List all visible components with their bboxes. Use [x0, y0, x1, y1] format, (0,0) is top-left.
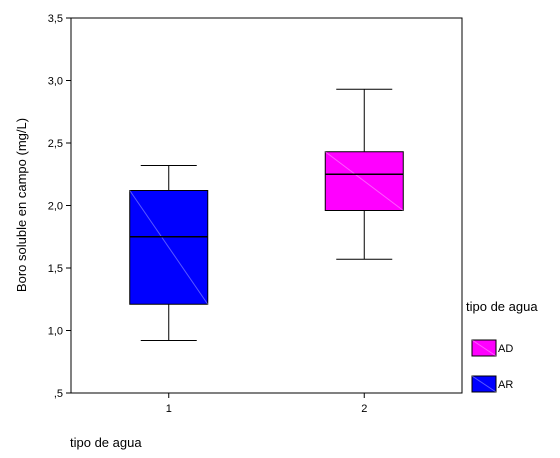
box-AR	[129, 165, 209, 341]
iqr-box	[324, 151, 404, 211]
x-tick-label: 2	[361, 403, 367, 415]
swatch-sheen	[471, 339, 497, 357]
legend-swatch	[471, 375, 497, 393]
x-tick-label: 1	[166, 403, 172, 415]
legend-label: AD	[498, 343, 513, 355]
legend-item-ad: AD	[471, 339, 513, 357]
y-tick-label: 1,0	[48, 326, 63, 338]
legend-label: AR	[498, 379, 513, 391]
y-axis: ,5 1,0 1,5 2,0 2,5 3,0 3,5	[48, 13, 71, 400]
legend-swatch	[471, 339, 497, 357]
boxes	[129, 88, 404, 341]
box-sheen	[129, 190, 209, 305]
y-tick-label: 2,5	[48, 138, 63, 150]
swatch-sheen	[471, 375, 497, 393]
y-axis-label: Boro soluble en campo (mg/L)	[14, 118, 29, 292]
legend-item-ar: AR	[471, 375, 513, 393]
y-tick-label: 3,0	[48, 76, 63, 88]
box-AD	[324, 88, 404, 260]
y-tick-label: ,5	[54, 388, 63, 400]
y-tick-label: 2,0	[48, 201, 63, 213]
box-sheen	[324, 151, 404, 211]
x-axis-label: tipo de agua	[70, 435, 142, 450]
legend: tipo de agua AD AR	[466, 299, 538, 393]
iqr-box	[129, 190, 209, 305]
y-tick-label: 1,5	[48, 263, 63, 275]
y-tick-label: 3,5	[48, 13, 63, 25]
legend-title: tipo de agua	[466, 299, 538, 314]
